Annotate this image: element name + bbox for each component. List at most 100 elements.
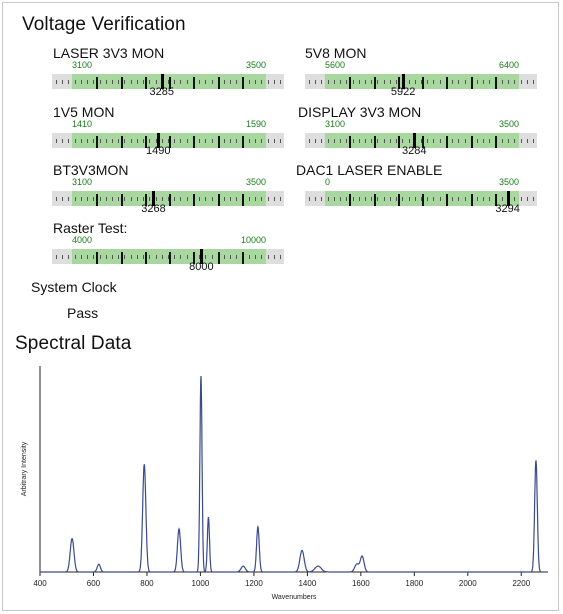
gauge-minor-tick [161, 197, 163, 201]
gauge-minor-tick [74, 197, 76, 201]
gauge-minor-tick [248, 80, 250, 84]
gauge-minor-tick [155, 197, 157, 201]
gauge-major-tick [241, 194, 244, 206]
gauge-minor-tick [230, 139, 232, 143]
gauge-minor-tick [508, 139, 510, 143]
gauge-label-1v5-mon: 1V5 MON [53, 104, 115, 120]
gauge-minor-tick [365, 197, 366, 201]
gauge-minor-tick [267, 255, 269, 259]
gauge-major-tick [446, 194, 449, 206]
gauge-minor-tick [333, 197, 335, 201]
gauge-minor-tick [315, 197, 317, 201]
gauge-major-tick [120, 194, 123, 206]
gauge-minor-tick [199, 80, 201, 84]
gauge-minor-tick [155, 80, 157, 84]
gauge-major-tick [217, 77, 220, 89]
gauge-minor-tick [458, 80, 460, 84]
gauge-minor-tick [80, 255, 82, 259]
gauge-minor-tick [520, 80, 522, 84]
gauge-minor-tick [280, 80, 281, 84]
gauge-minor-tick [427, 197, 429, 201]
gauge-major-tick [241, 77, 244, 89]
gauge-major-tick [470, 77, 473, 89]
gauge-major-tick [120, 136, 123, 148]
gauge-max-label: 6400 [498, 60, 519, 70]
gauge-minor-tick [118, 255, 120, 259]
gauge-minor-tick [389, 197, 391, 201]
gauge-minor-tick [340, 139, 342, 143]
gauge-5v8-mon: 5600 6400 5922 [305, 60, 537, 98]
gauge-minor-tick [352, 80, 354, 84]
x-tick-label: 1200 [245, 579, 263, 588]
gauge-minor-tick [105, 80, 107, 84]
gauge-minor-tick [136, 139, 138, 143]
gauge-major-tick [241, 136, 244, 148]
gauge-minor-tick [501, 80, 503, 84]
gauge-major-tick [193, 77, 196, 89]
gauge-minor-tick [414, 197, 416, 201]
gauge-minor-tick [458, 139, 460, 143]
gauge-minor-tick [118, 80, 120, 84]
gauge-minor-tick [211, 139, 213, 143]
gauge-minor-tick [99, 197, 101, 201]
gauge-minor-tick [309, 80, 310, 84]
gauge-minor-tick [309, 197, 310, 201]
gauge-major-tick [494, 77, 497, 89]
gauge-major-tick [349, 136, 352, 148]
gauge-minor-tick [377, 139, 379, 143]
gauge-major-tick [422, 194, 424, 206]
gauge-minor-tick [236, 255, 238, 259]
gauge-minor-tick [383, 197, 385, 201]
gauge-minor-tick [186, 80, 188, 84]
gauge-minor-tick [371, 80, 373, 84]
gauge-minor-tick [62, 139, 64, 143]
gauge-minor-tick [248, 255, 250, 259]
gauge-max-label: 10000 [240, 235, 266, 245]
gauge-minor-tick [143, 197, 145, 201]
gauge-minor-tick [371, 139, 373, 143]
gauge-minor-tick [352, 197, 354, 201]
gauge-minor-tick [433, 80, 435, 84]
gauge-minor-tick [501, 139, 503, 143]
gauge-major-tick [169, 77, 171, 89]
gauge-minor-tick [408, 139, 410, 143]
gauge-value-label: 8000 [189, 261, 214, 273]
gauge-major-tick [397, 77, 400, 89]
gauge-value-label: 1490 [145, 145, 171, 157]
gauge-minor-tick [224, 80, 225, 84]
gauge-minor-tick [346, 139, 348, 143]
gauge-minor-tick [80, 80, 82, 84]
gauge-minor-tick [205, 80, 207, 84]
gauge-label-display-3v3-mon: DISPLAY 3V3 MON [298, 104, 422, 120]
gauge-minor-tick [68, 80, 70, 84]
gauge-minor-tick [464, 139, 466, 143]
gauge-minor-tick [186, 139, 188, 143]
gauge-minor-tick [205, 255, 207, 259]
gauge-minor-tick [74, 139, 76, 143]
gauge-minor-tick [483, 80, 485, 84]
gauge-minor-tick [56, 139, 57, 143]
gauge-minor-tick [118, 197, 120, 201]
gauge-minor-tick [130, 139, 132, 143]
gauge-min-label: 0 [325, 177, 331, 187]
gauge-minor-tick [112, 197, 113, 201]
gauge-minor-tick [533, 139, 534, 143]
gauge-min-label: 3100 [325, 119, 346, 129]
gauge-major-tick [193, 136, 196, 148]
gauge-minor-tick [358, 197, 360, 201]
spectral-data-title: Spectral Data [15, 333, 132, 354]
gauge-minor-tick [377, 80, 379, 84]
gauge-value-label: 3285 [149, 86, 174, 98]
gauge-minor-tick [161, 255, 163, 259]
gauge-minor-tick [421, 139, 422, 143]
gauge-value-marker [402, 74, 406, 89]
gauge-minor-tick [224, 139, 225, 143]
gauge-min-label: 4000 [72, 235, 93, 245]
gauge-value-marker [160, 74, 164, 89]
gauge-minor-tick [93, 80, 95, 84]
gauge-minor-tick [273, 197, 275, 201]
gauge-minor-tick [321, 197, 323, 201]
gauge-minor-tick [340, 197, 342, 201]
gauge-laser-3v3-mon: 3100 3500 3285 [52, 60, 284, 98]
gauge-minor-tick [402, 139, 404, 143]
